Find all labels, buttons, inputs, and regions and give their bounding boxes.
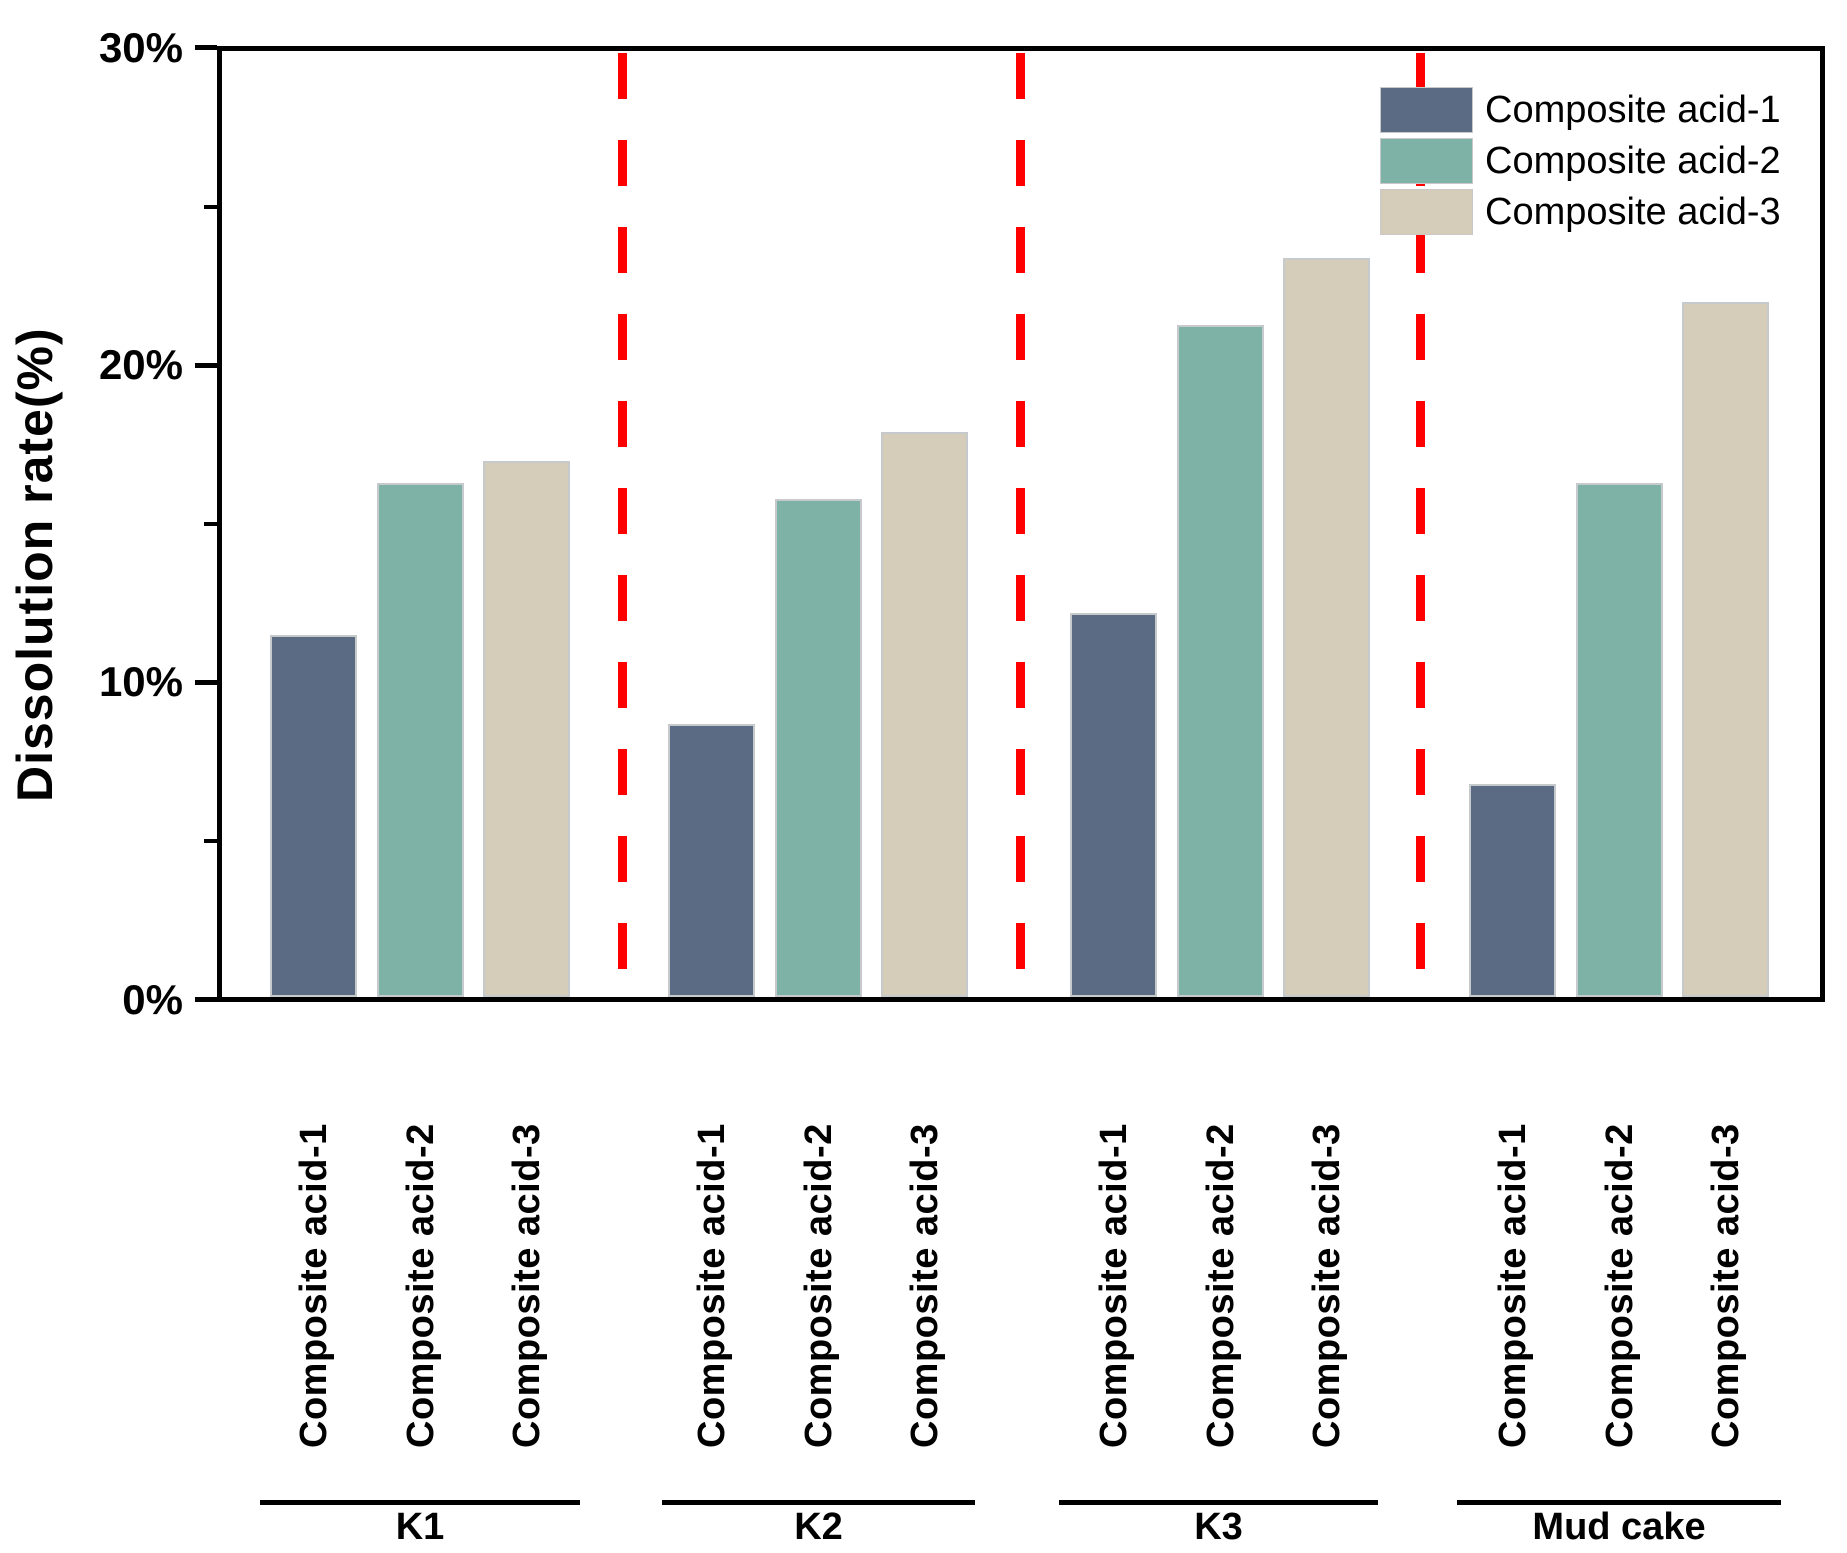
bar (1283, 257, 1370, 997)
y-tick-label: 10% (98, 658, 183, 706)
plot-area (217, 46, 1825, 1002)
group-label: K2 (794, 1506, 843, 1548)
bar-label: Composite acid-1 (292, 1123, 335, 1448)
bar-label: Composite acid-2 (1199, 1123, 1242, 1448)
bar-label: Composite acid-3 (1305, 1123, 1348, 1448)
bar (1469, 784, 1556, 997)
bar (1070, 613, 1157, 997)
y-tick-label: 20% (98, 341, 183, 389)
legend-label: Composite acid-2 (1485, 140, 1781, 182)
y-tick-label: 30% (98, 23, 183, 71)
y-major-tick (195, 997, 217, 1002)
y-major-tick (195, 45, 217, 51)
bar-label: Composite acid-3 (903, 1123, 946, 1448)
bar-label: Composite acid-1 (1491, 1123, 1534, 1448)
y-tick-label: 0% (122, 975, 183, 1023)
y-minor-tick (204, 838, 217, 843)
y-minor-tick (204, 204, 217, 209)
bar-label: Composite acid-2 (797, 1123, 840, 1448)
bar-label: Composite acid-2 (399, 1123, 442, 1448)
group-separator-line (617, 53, 627, 998)
bar (483, 460, 570, 997)
group-label: Mud cake (1532, 1506, 1706, 1548)
bar (668, 724, 755, 997)
bar (1177, 324, 1264, 997)
legend-swatch (1380, 189, 1473, 235)
bar-label: Composite acid-2 (1598, 1123, 1641, 1448)
bar-label: Composite acid-1 (1092, 1123, 1135, 1448)
bar-label: Composite acid-3 (1704, 1123, 1747, 1448)
y-minor-tick (204, 521, 217, 526)
y-major-tick (195, 362, 217, 368)
bar (270, 635, 357, 997)
group-underline (260, 1500, 580, 1505)
bar-label: Composite acid-1 (690, 1123, 733, 1448)
group-separator-line (1415, 53, 1425, 998)
legend-swatch (1380, 138, 1473, 184)
bar (775, 498, 862, 997)
legend-swatch (1380, 87, 1473, 133)
y-axis-title: Dissolution rate(%) (7, 327, 63, 803)
group-underline (662, 1500, 975, 1505)
bar (377, 483, 464, 997)
bar (881, 432, 968, 997)
legend-label: Composite acid-1 (1485, 89, 1781, 131)
y-major-tick (195, 679, 217, 685)
group-label: K3 (1194, 1506, 1243, 1548)
group-underline (1457, 1500, 1781, 1505)
group-separator-line (1015, 53, 1025, 998)
group-underline (1059, 1500, 1378, 1505)
group-label: K1 (395, 1506, 445, 1548)
legend-label: Composite acid-3 (1485, 191, 1781, 233)
bar-label: Composite acid-3 (505, 1123, 548, 1448)
bar (1576, 483, 1663, 997)
bar (1682, 302, 1769, 997)
